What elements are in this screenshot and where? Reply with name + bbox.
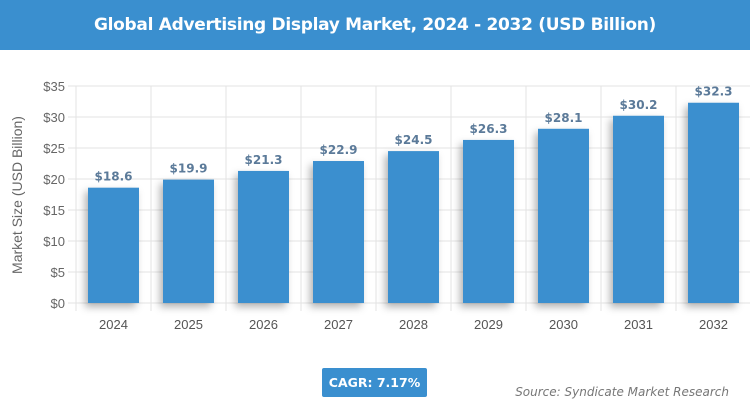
x-tick-label: 2026 <box>249 317 278 332</box>
bar <box>538 128 589 303</box>
y-tick-label: $15 <box>43 203 65 218</box>
y-tick-label: $35 <box>43 79 65 94</box>
bar <box>163 179 214 303</box>
x-tick-label: 2031 <box>624 317 653 332</box>
data-label: $28.1 <box>545 111 583 125</box>
x-tick-label: 2028 <box>399 317 428 332</box>
chart-title: Global Advertising Display Market, 2024 … <box>0 0 750 50</box>
x-tick-label: 2024 <box>99 317 128 332</box>
bar <box>688 102 739 304</box>
bar <box>238 170 289 303</box>
bar <box>388 151 439 303</box>
cagr-badge: CAGR: 7.17% <box>322 368 427 397</box>
data-label: $22.9 <box>320 143 358 157</box>
data-label: $32.3 <box>695 85 733 99</box>
y-tick-label: $10 <box>43 234 65 249</box>
source-note: Source: Syndicate Market Research <box>515 385 729 399</box>
y-tick-label: $5 <box>51 265 65 280</box>
y-axis-label: Market Size (USD Billion) <box>9 116 25 274</box>
x-tick-label: 2030 <box>549 317 578 332</box>
data-label: $19.9 <box>170 162 208 176</box>
data-label: $30.2 <box>620 98 658 112</box>
data-label: $26.3 <box>470 122 508 136</box>
data-label: $24.5 <box>395 133 433 147</box>
bar <box>463 139 514 303</box>
y-tick-label: $30 <box>43 110 65 125</box>
bar <box>613 115 664 303</box>
x-tick-label: 2032 <box>699 317 728 332</box>
y-tick-label: $25 <box>43 141 65 156</box>
bar <box>88 187 139 303</box>
x-tick-label: 2025 <box>174 317 203 332</box>
y-tick-label: $20 <box>43 172 65 187</box>
data-label: $18.6 <box>95 170 133 184</box>
x-tick-label: 2027 <box>324 317 353 332</box>
y-tick-label: $0 <box>51 296 65 311</box>
data-label: $21.3 <box>245 153 283 167</box>
x-tick-label: 2029 <box>474 317 503 332</box>
bar <box>313 161 364 303</box>
